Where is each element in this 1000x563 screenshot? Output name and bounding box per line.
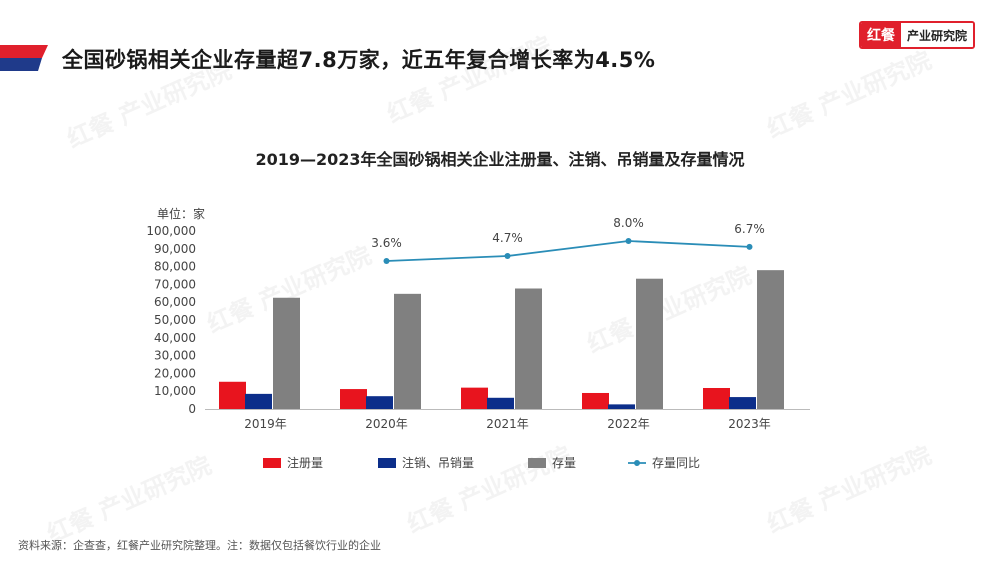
yoy-data-label: 8.0% bbox=[613, 216, 644, 230]
brand-logo-mark: 红餐 bbox=[861, 23, 901, 47]
bar-stock bbox=[757, 270, 784, 409]
bar-register bbox=[461, 387, 488, 409]
bar-register bbox=[703, 387, 730, 409]
bar-cancel bbox=[245, 393, 272, 409]
page-headline: 全国砂锅相关企业存量超7.8万家，近五年复合增长率为4.5% bbox=[62, 48, 656, 72]
y-tick-label: 50,000 bbox=[154, 313, 196, 327]
y-tick-label: 70,000 bbox=[154, 277, 196, 291]
brand-logo: 红餐 产业研究院 bbox=[859, 21, 976, 49]
bar-stock bbox=[515, 288, 542, 409]
header-accent-bar bbox=[0, 45, 48, 71]
y-tick-label: 20,000 bbox=[154, 366, 196, 380]
x-tick-label: 2023年 bbox=[728, 417, 771, 431]
bar-cancel bbox=[366, 396, 393, 409]
bar-register bbox=[219, 381, 246, 409]
x-tick-label: 2022年 bbox=[607, 417, 650, 431]
y-unit-label: 单位：家 bbox=[157, 206, 205, 221]
yoy-data-label: 6.7% bbox=[734, 222, 765, 236]
bar-register bbox=[582, 392, 609, 409]
bar-cancel bbox=[487, 397, 514, 409]
bar-cancel bbox=[608, 404, 635, 409]
legend-register-swatch bbox=[263, 458, 281, 468]
yoy-line bbox=[386, 240, 750, 262]
brand-logo-name: 产业研究院 bbox=[901, 23, 974, 47]
y-tick-label: 80,000 bbox=[154, 260, 196, 274]
x-tick-label: 2019年 bbox=[244, 417, 287, 431]
yoy-data-label: 3.6% bbox=[371, 236, 402, 250]
yoy-point bbox=[625, 238, 632, 244]
yoy-point bbox=[746, 243, 753, 250]
legend-cancel-label: 注销、吊销量 bbox=[402, 455, 474, 470]
y-tick-label: 40,000 bbox=[154, 331, 196, 345]
source-note: 资料来源：企查查，红餐产业研究院整理。注：数据仅包括餐饮行业的企业 bbox=[18, 539, 381, 552]
y-tick-label: 0 bbox=[188, 402, 196, 416]
y-tick-label: 10,000 bbox=[154, 384, 196, 398]
yoy-data-label: 4.7% bbox=[492, 231, 523, 245]
yoy-point bbox=[504, 253, 511, 259]
y-tick-label: 90,000 bbox=[154, 242, 196, 256]
x-tick-label: 2021年 bbox=[486, 417, 529, 431]
legend-register-label: 注册量 bbox=[287, 455, 323, 470]
chart-title: 2019—2023年全国砂锅相关企业注册量、注销、吊销量及存量情况 bbox=[255, 150, 745, 169]
bar-stock bbox=[394, 293, 421, 409]
x-tick-label: 2020年 bbox=[365, 417, 408, 431]
bar-stock bbox=[636, 278, 663, 409]
bar-stock bbox=[273, 297, 300, 409]
legend-cancel-swatch bbox=[378, 458, 396, 468]
legend-stock-swatch bbox=[528, 458, 546, 468]
legend-stock-label: 存量 bbox=[552, 456, 576, 470]
bar-register bbox=[340, 389, 367, 409]
legend-yoy-label: 存量同比 bbox=[652, 456, 700, 470]
y-tick-label: 30,000 bbox=[154, 349, 196, 363]
y-tick-label: 60,000 bbox=[154, 295, 196, 309]
bar-cancel bbox=[729, 397, 756, 409]
y-tick-label: 100,000 bbox=[146, 224, 196, 238]
yoy-point bbox=[383, 258, 390, 264]
legend-yoy-marker bbox=[634, 460, 640, 466]
